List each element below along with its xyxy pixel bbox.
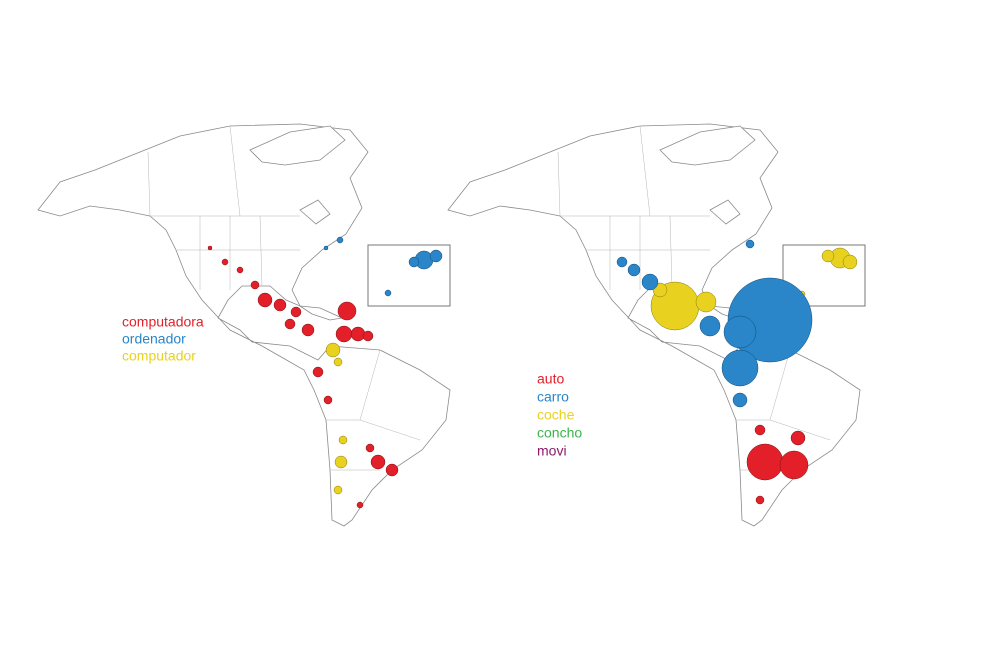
- bubbles: [616, 239, 858, 505]
- legend-label: coche: [537, 407, 575, 423]
- legend-label: auto: [537, 371, 564, 387]
- legend-right: auto carro coche concho movi: [537, 371, 582, 459]
- legend-label: ordenador: [122, 331, 186, 347]
- bubbles: [207, 236, 443, 509]
- legend-label: carro: [537, 389, 569, 405]
- legend-label: movi: [537, 443, 567, 459]
- legend-label: concho: [537, 425, 582, 441]
- map-right: auto carro coche concho movi: [447, 123, 866, 527]
- legend-label: computador: [122, 348, 196, 364]
- legend-label: computadora: [122, 314, 204, 330]
